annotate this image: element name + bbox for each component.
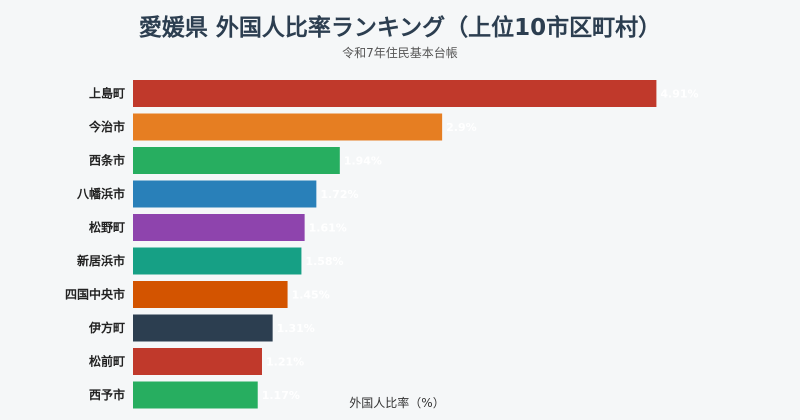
category-label: 八幡浜市 (76, 186, 125, 201)
value-label: 1.61% (309, 222, 347, 235)
bars-layer: 上島町 4.91% 今治市 2.9% 西条市 1.94% 八幡浜市 1.72% 松野町 1.61%… (65, 80, 699, 409)
value-label: 1.94% (344, 155, 382, 168)
chart-title: 愛媛県 外国人比率ランキング（上位10市区町村） (138, 15, 662, 41)
value-label: 1.17% (262, 389, 300, 402)
category-label: 西予市 (89, 387, 125, 402)
category-label: 新居浜市 (77, 253, 125, 268)
category-label: 四国中央市 (65, 287, 125, 302)
value-label: 4.91% (660, 88, 698, 101)
bar (133, 180, 317, 208)
bar (133, 80, 657, 107)
category-label: 今治市 (88, 119, 125, 134)
category-label: 西条市 (89, 153, 125, 168)
category-label: 伊方町 (88, 320, 125, 335)
value-label: 1.58% (305, 255, 343, 268)
category-label: 松前町 (89, 354, 125, 369)
category-label: 松野町 (89, 220, 125, 235)
value-label: 1.21% (266, 356, 304, 369)
bar (133, 381, 258, 409)
bar (133, 147, 340, 174)
bar (133, 314, 273, 342)
value-label: 1.45% (292, 289, 330, 302)
value-label: 1.31% (277, 322, 315, 335)
value-label: 1.72% (320, 188, 358, 201)
value-label: 2.9% (446, 121, 477, 134)
bar (133, 348, 262, 375)
bar (133, 113, 443, 141)
bar (133, 281, 288, 308)
x-axis-label: 外国人比率（%） (349, 395, 444, 410)
chart-subtitle: 令和7年住民基本台帳 (342, 46, 458, 60)
bar (133, 247, 302, 275)
category-label: 上島町 (89, 86, 125, 101)
bar (133, 214, 305, 241)
